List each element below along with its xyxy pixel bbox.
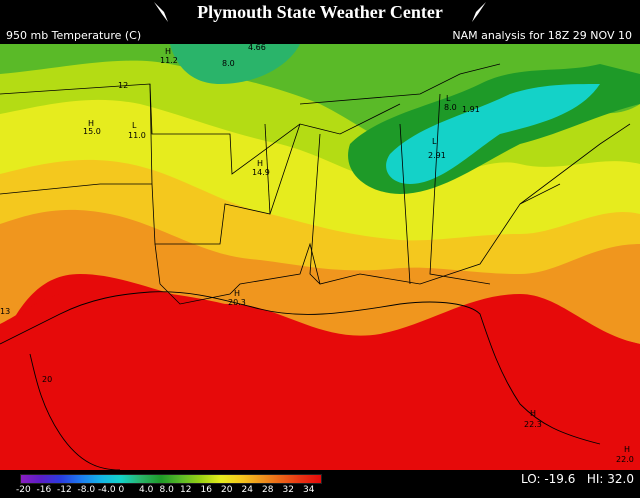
field-name: 950 mb Temperature (C): [6, 29, 142, 42]
snowflake-icon: [154, 2, 168, 22]
scale-tick: -8.0: [77, 485, 96, 495]
scale-tick: 24: [241, 485, 253, 495]
map-marker-l5: L: [446, 94, 451, 103]
map-value-h2: 15.0: [83, 127, 101, 136]
map-value-l2: 8.0: [222, 59, 235, 68]
map-value-l3: 12: [118, 81, 128, 90]
subheader: 950 mb Temperature (C) NAM analysis for …: [0, 28, 640, 44]
scale-tick: 8.0: [159, 485, 174, 495]
map-marker-l7: L: [432, 137, 437, 146]
map-value-h1: 11.2: [160, 56, 178, 65]
lo-value: -19.6: [544, 472, 576, 486]
coastline: [0, 291, 601, 470]
scale-tick: 12: [180, 485, 192, 495]
state-borders: [0, 63, 631, 305]
map-marker-h3: H: [257, 159, 263, 168]
map-marker-h2: H: [88, 119, 94, 128]
header-bar: Plymouth State Weather Center: [0, 0, 640, 28]
scale-tick: 28: [262, 485, 274, 495]
scale-tick: -12: [57, 485, 72, 495]
map-value-h5: 22.3: [524, 420, 542, 429]
page-title: Plymouth State Weather Center: [197, 2, 443, 22]
scale-tick: 32: [282, 485, 294, 495]
map-value-l4: 11.0: [128, 131, 146, 140]
map-value-l1: 4.66: [248, 44, 266, 52]
snowflake-icon-right: [472, 2, 486, 22]
scale-tick: -16: [36, 485, 52, 495]
footer: -20 -16 -12 -8.0 -4.0 0 4.0 8.0 12 16 20 24 28 32 34 L…: [0, 470, 640, 498]
analysis-time: NAM analysis for 18Z 29 NOV 10: [452, 29, 632, 42]
map-marker-h5: H: [530, 409, 536, 418]
map-value-20: 20: [42, 375, 52, 384]
cyan-zone: [386, 84, 600, 184]
map-value-l6: 1.91: [462, 105, 480, 114]
scale-tick: 16: [200, 485, 212, 495]
map-value-13: 13: [0, 307, 10, 316]
lo-hi-stats: LO: -19.6 HI: 32.0: [521, 472, 634, 486]
scale-tick: 34: [303, 485, 315, 495]
map-value-h4: 20.3: [228, 298, 246, 307]
temperature-map: H 11.2 4.66 8.0 12 H 15.0 L 11.0 H 14.9 …: [0, 44, 640, 470]
dark-green-zone-n: [170, 44, 300, 84]
lo-label: LO:: [520, 472, 541, 486]
map-marker-h6: H: [624, 445, 630, 454]
map-value-l7: 2.91: [428, 151, 446, 160]
map-value-l5: 8.0: [444, 103, 457, 112]
map-marker-h4: H: [234, 289, 240, 298]
color-scale: [20, 474, 322, 484]
gulf-zone: [0, 290, 640, 470]
hi-value: 32.0: [607, 472, 634, 486]
scale-tick: -20: [16, 485, 31, 495]
map-value-h3: 14.9: [252, 168, 270, 177]
map-value-h6: 22.0: [616, 455, 634, 464]
scale-tick: 4.0: [139, 485, 154, 495]
scale-tick: -4.0: [98, 485, 116, 495]
map-marker-l4: L: [132, 121, 137, 130]
map-marker-h1: H: [165, 47, 171, 56]
hi-label: HI:: [586, 472, 604, 486]
scale-tick: 20: [221, 485, 233, 495]
scale-tick: 0: [118, 485, 125, 495]
